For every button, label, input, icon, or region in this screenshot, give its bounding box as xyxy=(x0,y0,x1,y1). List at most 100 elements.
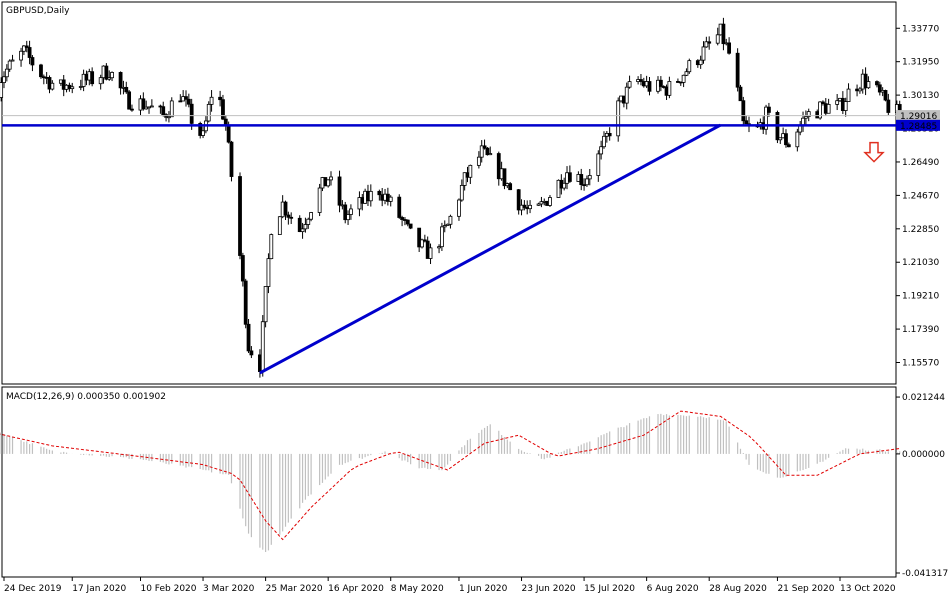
macd-pane[interactable]: 0.021244 0.000000 -0.041317 MACD(12,26,9) … xyxy=(0,386,948,579)
candle-bear xyxy=(218,96,223,101)
candle-bear xyxy=(639,79,643,82)
candle-bull xyxy=(50,82,55,90)
candle-bear xyxy=(786,144,791,148)
candle-bear xyxy=(221,99,225,120)
candle-bull xyxy=(448,215,453,225)
candle-bull xyxy=(599,146,604,155)
candle-bull xyxy=(681,74,686,83)
candle-bear xyxy=(186,98,191,105)
candle-bear xyxy=(30,57,35,66)
candle-bear xyxy=(744,120,749,125)
price-tick-label: 1.22850 xyxy=(902,225,939,235)
candle-bull xyxy=(803,116,808,119)
candle-bull xyxy=(627,81,632,88)
price-tick-label: 1.15570 xyxy=(902,359,939,369)
price-tick-label: 1.24670 xyxy=(902,191,939,201)
candle-bull xyxy=(704,41,709,48)
candle-bull xyxy=(479,145,484,158)
candle-bull xyxy=(437,246,441,249)
candle-bull xyxy=(818,101,822,119)
candle-bear xyxy=(337,176,342,206)
price-tick-label: 1.17390 xyxy=(902,325,939,335)
candle-bull xyxy=(616,100,621,137)
candle-bear xyxy=(118,72,123,89)
candle-bear xyxy=(522,204,527,208)
candle-bear xyxy=(496,153,501,180)
candle-bull xyxy=(826,103,831,114)
date-tick-label: 13 Oct 2020 xyxy=(840,584,896,594)
arrow-shape xyxy=(863,141,885,163)
candle-bull xyxy=(277,216,282,235)
candle-bear xyxy=(877,84,882,93)
candle-bull xyxy=(22,45,26,52)
candle-bear xyxy=(482,145,487,149)
candle-bull xyxy=(778,137,783,141)
candle-bear xyxy=(161,106,166,116)
candle-bear xyxy=(735,52,740,88)
candle-bull xyxy=(300,228,305,233)
candle-bull xyxy=(715,34,720,44)
candle-bear xyxy=(178,100,183,103)
date-tick-label: 28 Aug 2020 xyxy=(709,584,767,594)
price-tag-label: 1.29016 xyxy=(900,112,937,122)
candle-bull xyxy=(346,214,350,221)
macd-axis: 0.021244 0.000000 -0.041317 xyxy=(896,393,948,579)
candle-bear xyxy=(127,91,132,110)
price-tick-label: 1.33770 xyxy=(902,24,939,34)
candle-bear xyxy=(863,73,868,89)
candle-bear xyxy=(286,214,291,218)
candle-bear xyxy=(422,239,427,242)
candle-bull xyxy=(468,164,473,178)
date-tick-label: 21 Sep 2020 xyxy=(777,584,834,594)
candle-bull xyxy=(445,223,450,226)
candle-bull xyxy=(326,179,331,187)
candle-bull xyxy=(7,60,12,70)
candle-bull xyxy=(442,225,447,228)
date-tick-label: 24 Dec 2019 xyxy=(4,584,62,594)
price-tag-label: 1.28485 xyxy=(900,122,937,132)
candle-bull xyxy=(701,46,706,61)
candle-bull xyxy=(528,204,532,210)
candle-bull xyxy=(78,86,83,88)
candle-bear xyxy=(579,174,584,186)
price-lines xyxy=(2,115,896,127)
candle-bull xyxy=(201,130,205,136)
candle-bear xyxy=(377,190,382,196)
candle-bull xyxy=(349,208,353,215)
candle-bear xyxy=(508,183,513,191)
price-tag-bg xyxy=(896,119,940,131)
candle-bull xyxy=(806,111,811,117)
candle-bull xyxy=(866,81,871,89)
macd-histogram xyxy=(0,413,901,553)
candle-bull xyxy=(585,178,589,186)
candle-bear xyxy=(189,103,194,124)
candle-bear xyxy=(784,133,788,146)
candle-bull xyxy=(602,135,606,148)
date-tick-label: 17 Jan 2020 xyxy=(72,584,126,594)
candle-bull xyxy=(10,59,15,62)
candle-bull xyxy=(667,81,672,96)
date-tick-label: 15 Jul 2020 xyxy=(584,584,635,594)
candle-bull xyxy=(149,105,154,108)
candle-bear xyxy=(607,132,612,137)
candle-bear xyxy=(727,42,732,54)
candle-bear xyxy=(408,223,413,229)
candle-bear xyxy=(24,45,29,48)
price-tick-label: 1.19210 xyxy=(902,292,939,302)
macd-label: MACD(12,26,9) 0.000350 0.001902 xyxy=(6,392,166,402)
candle-bull xyxy=(536,203,541,206)
candle-bear xyxy=(343,204,348,221)
candle-bear xyxy=(875,81,879,86)
candle-bull xyxy=(687,60,692,73)
candle-bear xyxy=(647,81,652,92)
price-pane[interactable]: 1.337701.319501.301301.283101.264901.246… xyxy=(0,1,940,385)
candle-bear xyxy=(61,79,66,90)
macd-signal-line xyxy=(0,410,900,541)
candle-bull xyxy=(698,59,703,66)
candle-bull xyxy=(70,86,75,90)
candle-bear xyxy=(400,217,404,220)
candle-bear xyxy=(130,108,134,111)
price-pane-frame xyxy=(1,1,897,385)
candle-bear xyxy=(397,196,402,218)
